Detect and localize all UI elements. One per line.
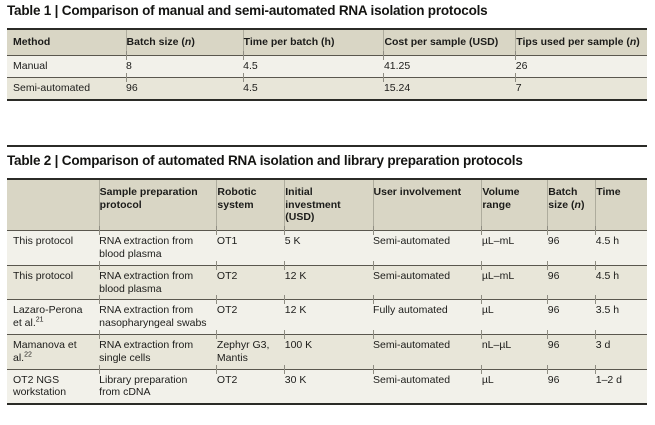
table-2: Sample preparation protocol Robotic syst… xyxy=(7,177,647,406)
t2-cell-batch-size: 96 xyxy=(547,225,596,266)
t1-cell-batch-size: 96 xyxy=(125,72,244,101)
t1-header-batch-size: Batch size (n) xyxy=(125,29,244,56)
t1-header-cost-per-sample: Cost per sample (USD) xyxy=(383,29,516,56)
t2-cell-protocol-name: Mamanova et al.22 xyxy=(7,334,100,370)
t2-cell-sample-prep: RNA extraction from nasopharyngeal swabs xyxy=(98,294,217,335)
t2-header-initial-investment: Initial investment (USD) xyxy=(284,178,374,232)
t2-cell-protocol-name: Lazaro-Perona et al.21 xyxy=(7,299,100,335)
t2-cell-user-involvement: Semi-automated xyxy=(372,225,482,266)
table-2-header: Sample preparation protocol Robotic syst… xyxy=(7,178,647,232)
t2-cell-batch-size: 96 xyxy=(547,260,596,301)
table-2-header-row: Sample preparation protocol Robotic syst… xyxy=(7,178,647,232)
t2-cell-protocol-name: This protocol xyxy=(7,265,100,301)
t2-cell-sample-prep: Library preparation from cDNA xyxy=(98,364,217,405)
t2-cell-robotic-system: OT2 xyxy=(216,260,285,301)
t2-cell-volume-range: nL–µL xyxy=(481,329,548,370)
t2-cell-robotic-system: OT2 xyxy=(216,364,285,405)
t2-cell-user-involvement: Semi-automated xyxy=(372,329,482,370)
table-row: This protocol RNA extraction from blood … xyxy=(7,225,647,266)
t2-cell-investment: 12 K xyxy=(284,260,374,301)
table-row: This protocol RNA extraction from blood … xyxy=(7,260,647,301)
t2-cell-user-involvement: Semi-automated xyxy=(372,364,482,405)
t2-cell-protocol-name: OT2 NGS workstation xyxy=(7,369,100,405)
t2-cell-robotic-system: OT2 xyxy=(216,294,285,335)
t2-cell-time: 1–2 d xyxy=(595,364,647,405)
t1-header-tips-per-sample: Tips used per sample (n) xyxy=(515,29,647,56)
t2-cell-sample-prep: RNA extraction from single cells xyxy=(98,329,217,370)
t2-cell-user-involvement: Fully automated xyxy=(372,294,482,335)
t1-cell-batch-size: 8 xyxy=(125,50,244,78)
t2-header-blank xyxy=(7,178,100,232)
t2-cell-time: 4.5 h xyxy=(595,225,647,266)
table-row: Lazaro-Perona et al.21 RNA extraction fr… xyxy=(7,294,647,335)
t1-header-method: Method xyxy=(7,29,127,56)
t2-cell-robotic-system: Zephyr G3, Mantis xyxy=(216,329,285,370)
t2-cell-protocol-name: This protocol xyxy=(7,230,100,266)
t2-cell-sample-prep: RNA extraction from blood plasma xyxy=(98,225,217,266)
table-1-header-row: Method Batch size (n) Time per batch (h)… xyxy=(7,29,647,56)
t2-header-user-involvement: User involvement xyxy=(372,178,482,232)
t2-header-batch-size: Batch size (n) xyxy=(547,178,596,232)
t1-cell-cost: 41.25 xyxy=(383,50,516,78)
t2-cell-volume-range: µL xyxy=(481,364,548,405)
t2-header-sample-prep: Sample preparation protocol xyxy=(98,178,217,232)
t2-header-volume-range: Volume range xyxy=(481,178,548,232)
t1-cell-cost: 15.24 xyxy=(383,72,516,101)
t2-cell-user-involvement: Semi-automated xyxy=(372,260,482,301)
table-1-header: Method Batch size (n) Time per batch (h)… xyxy=(7,29,647,56)
t2-cell-batch-size: 96 xyxy=(547,364,596,405)
t2-cell-volume-range: µL–mL xyxy=(481,225,548,266)
t2-cell-volume-range: µL–mL xyxy=(481,260,548,301)
t1-cell-method: Semi-automated xyxy=(7,77,127,101)
table-row: Mamanova et al.22 RNA extraction from si… xyxy=(7,329,647,370)
t2-cell-time: 3.5 h xyxy=(595,294,647,335)
table-1-block: Table 1 | Comparison of manual and semi-… xyxy=(7,3,647,101)
t2-header-robotic-system: Robotic system xyxy=(216,178,285,232)
t2-cell-time: 4.5 h xyxy=(595,260,647,301)
t2-cell-batch-size: 96 xyxy=(547,294,596,335)
t2-header-time: Time xyxy=(595,178,647,232)
table-row: Manual 8 4.5 41.25 26 xyxy=(7,50,647,78)
t2-cell-investment: 100 K xyxy=(284,329,374,370)
table-1-body: Manual 8 4.5 41.25 26 Semi-automated 96 … xyxy=(7,50,647,101)
t2-cell-sample-prep: RNA extraction from blood plasma xyxy=(98,260,217,301)
table-2-block: Table 2 | Comparison of automated RNA is… xyxy=(7,144,647,406)
t2-cell-investment: 5 K xyxy=(284,225,374,266)
t2-cell-volume-range: µL xyxy=(481,294,548,335)
table-row: OT2 NGS workstation Library preparation … xyxy=(7,364,647,405)
t2-cell-robotic-system: OT1 xyxy=(216,225,285,266)
t2-cell-batch-size: 96 xyxy=(547,329,596,370)
t2-cell-investment: 12 K xyxy=(284,294,374,335)
t2-cell-time: 3 d xyxy=(595,329,647,370)
t1-cell-tips: 7 xyxy=(515,72,647,101)
t1-cell-method: Manual xyxy=(7,55,127,78)
table-2-body: This protocol RNA extraction from blood … xyxy=(7,225,647,405)
t1-cell-time: 4.5 xyxy=(242,50,384,78)
table-row: Semi-automated 96 4.5 15.24 7 xyxy=(7,72,647,101)
t1-cell-tips: 26 xyxy=(515,50,647,78)
table-1-title: Table 1 | Comparison of manual and semi-… xyxy=(7,3,488,18)
table-2-title: Table 2 | Comparison of automated RNA is… xyxy=(7,152,523,168)
t2-cell-investment: 30 K xyxy=(284,364,374,405)
t1-cell-time: 4.5 xyxy=(242,72,384,101)
t1-header-time-per-batch: Time per batch (h) xyxy=(242,29,384,56)
table-1: Method Batch size (n) Time per batch (h)… xyxy=(7,28,647,101)
